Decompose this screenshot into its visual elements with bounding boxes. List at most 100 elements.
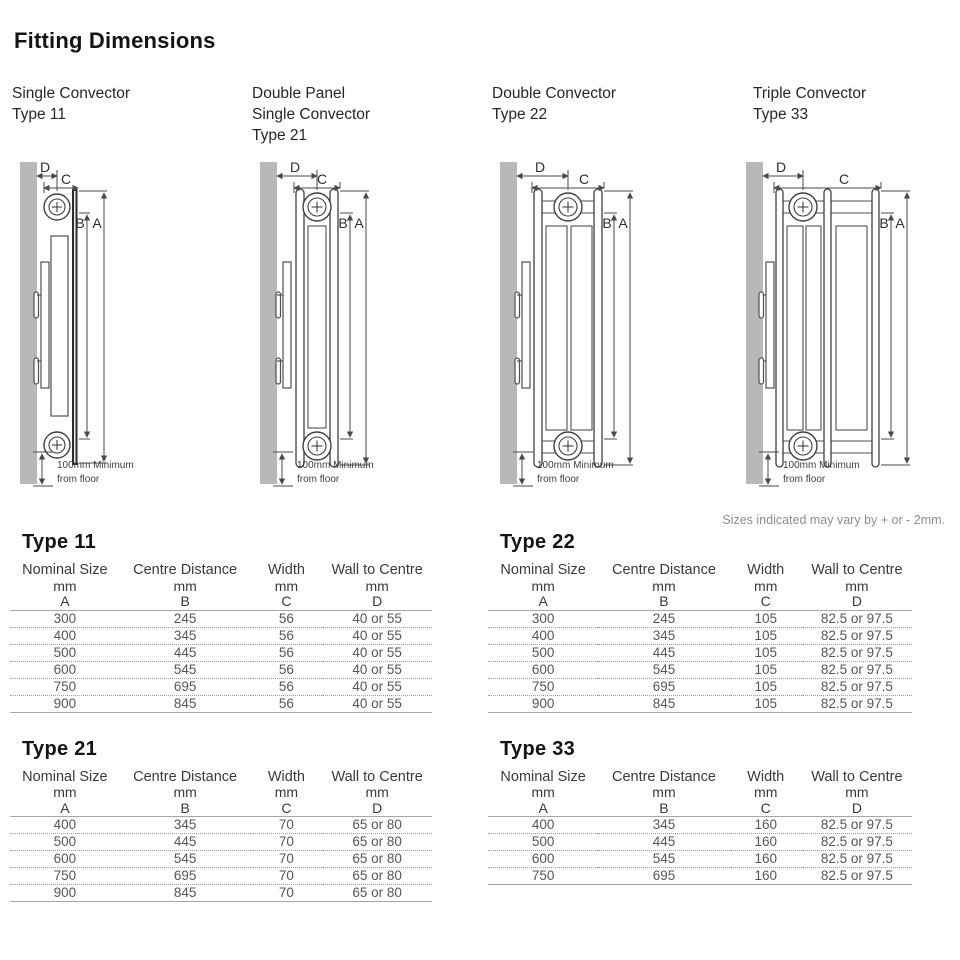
table-cell: 600 — [53, 661, 77, 677]
table-row: 500 445 70 65 or 80 — [10, 834, 432, 851]
floor-clearance-note: 100mm Minimum from floor — [513, 451, 614, 487]
dimension-d-label: D — [776, 162, 786, 175]
table-col-name: Centre Distance — [611, 768, 716, 785]
table-col-unit: mm — [652, 577, 676, 594]
table-header-row: mm mm mm mm — [10, 784, 432, 801]
type33-section: Type 33 Nominal Size Centre Distance Width… — [488, 738, 912, 886]
table-cell: 40 or 55 — [352, 678, 402, 694]
diagram-header-line: Double Panel — [252, 85, 346, 102]
table-cell: 65 or 80 — [352, 885, 402, 900]
table-cell: 600 — [53, 851, 77, 866]
table-col-letter: D — [851, 799, 862, 816]
table-cell: 345 — [652, 627, 676, 643]
floor-note-line1: 100mm Minimum — [297, 460, 374, 471]
table-col-letter: B — [659, 593, 669, 609]
table-col-name: Wall to Centre — [331, 768, 423, 785]
radiator-panel — [593, 188, 603, 468]
table-col-letter: D — [372, 799, 383, 816]
table-col-name: Width — [747, 768, 785, 785]
wall — [500, 162, 517, 484]
table-cell: 40 or 55 — [352, 627, 402, 643]
floor-note-line2: from floor — [297, 474, 340, 485]
diagram-header-type21: Double Panel Single Convector Type 21 — [252, 83, 370, 146]
table-col-unit: mm — [754, 577, 778, 594]
dimension-d-label: D — [290, 162, 300, 175]
dimension-b — [79, 212, 91, 440]
table-cell: 500 — [531, 644, 555, 660]
dimension-c-label: C — [317, 171, 327, 187]
radiator-panel — [72, 189, 78, 465]
table-cell: 750 — [531, 678, 555, 694]
table-cell: 40 or 55 — [352, 695, 402, 711]
table-cell: 105 — [754, 627, 777, 643]
table-row: 500 445 160 82.5 or 97.5 — [488, 834, 912, 851]
table-cell: 82.5 or 97.5 — [820, 868, 893, 883]
table-cell: 70 — [278, 817, 294, 832]
floor-note-line1: 100mm Minimum — [783, 460, 860, 471]
table-col-letter: A — [60, 799, 70, 816]
type11-table-title: Type 11 — [22, 531, 96, 553]
table-col-letter: C — [760, 799, 771, 816]
table-row: 400 345 160 82.5 or 97.5 — [488, 816, 912, 834]
type21-section: Type 21 Nominal Size Centre Distance Width… — [10, 738, 432, 903]
table-cell: 500 — [53, 644, 77, 660]
table-cell: 900 — [53, 885, 77, 900]
valve-icon — [788, 431, 818, 461]
table-col-letter: A — [60, 593, 70, 609]
convector-fin — [307, 225, 327, 429]
type33-table-title: Type 33 — [500, 737, 576, 760]
table-row: 500 445 56 40 or 55 — [10, 644, 432, 661]
table-cell: 500 — [53, 834, 77, 849]
table-cell: 70 — [278, 885, 294, 900]
table-cell: 300 — [53, 610, 77, 626]
valve-icon — [302, 192, 332, 222]
table-cell: 82.5 or 97.5 — [820, 610, 893, 626]
table-cell: 545 — [652, 851, 676, 866]
floor-clearance-note: 100mm Minimum from floor — [33, 451, 134, 487]
table-row: 400 345 56 40 or 55 — [10, 627, 432, 644]
convector-fin — [805, 225, 822, 431]
table-col-unit: mm — [365, 577, 389, 594]
table-col-unit: mm — [531, 577, 555, 594]
table-cell: 345 — [173, 817, 197, 832]
table-row: 750 695 105 82.5 or 97.5 — [488, 678, 912, 695]
table-cell: 70 — [278, 868, 294, 883]
table-col-letter: C — [281, 593, 292, 609]
type33-table: Nominal Size Centre Distance Width Wall to … — [488, 768, 912, 886]
dimension-a — [340, 190, 370, 466]
table-cell: 900 — [531, 695, 555, 711]
dimension-d-label: D — [40, 162, 50, 175]
table-cell: 545 — [173, 661, 197, 677]
valve-icon — [43, 193, 71, 221]
tables-right-column: Type 22 Nominal Size Centre Distance Width… — [488, 531, 912, 885]
table-row: 900 845 56 40 or 55 — [10, 695, 432, 712]
table-row: 600 545 56 40 or 55 — [10, 661, 432, 678]
table-cell: 445 — [652, 644, 676, 660]
table-row: 400 345 105 82.5 or 97.5 — [488, 627, 912, 644]
table-col-name: Width — [747, 562, 785, 578]
dimension-c-label: C — [61, 171, 71, 187]
table-cell: 82.5 or 97.5 — [820, 644, 893, 660]
dimension-a — [79, 190, 108, 464]
table-cell: 105 — [754, 695, 777, 711]
table-col-name: Wall to Centre — [811, 562, 903, 578]
table-col-name: Centre Distance — [611, 562, 716, 578]
floor-clearance-note: 100mm Minimum from floor — [273, 451, 374, 487]
diagram-header-type33: Triple Convector Type 33 — [753, 83, 866, 125]
table-cell: 160 — [754, 834, 777, 849]
dimension-c-label: C — [579, 171, 589, 187]
table-col-letter: C — [760, 593, 771, 609]
wall — [746, 162, 763, 484]
table-col-unit: mm — [531, 784, 555, 800]
table-cell: 65 or 80 — [352, 817, 402, 832]
dimension-c — [293, 182, 341, 193]
table-cell: 40 or 55 — [352, 661, 402, 677]
table-row: 600 545 160 82.5 or 97.5 — [488, 851, 912, 868]
table-col-unit: mm — [274, 577, 299, 594]
table-cell: 40 or 55 — [352, 644, 402, 660]
table-cell: 445 — [652, 834, 676, 849]
diagram-header-line: Type 11 — [12, 106, 67, 123]
table-cell: 105 — [754, 661, 777, 677]
table-cell: 545 — [652, 661, 676, 677]
floor-clearance-note: 100mm Minimum from floor — [759, 451, 860, 487]
